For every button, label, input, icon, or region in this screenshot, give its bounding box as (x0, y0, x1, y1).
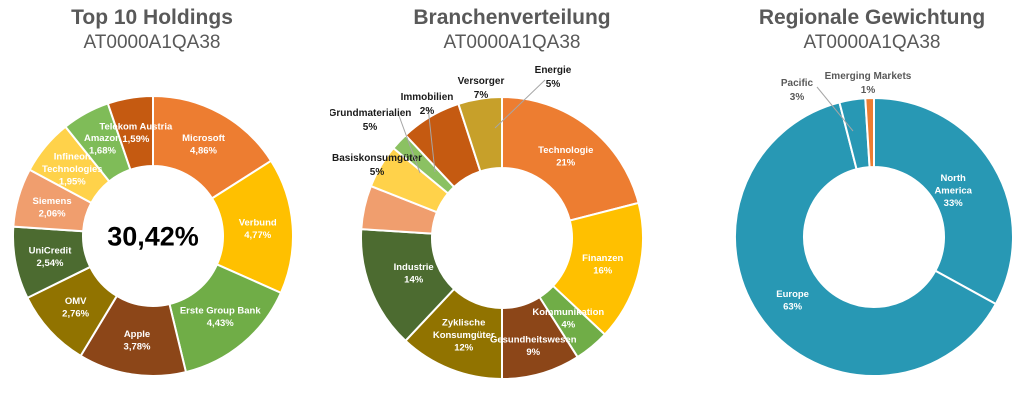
chart-title-regional: Regionale Gewichtung (758, 6, 986, 29)
slice-label-apple-line: 3,78% (124, 341, 151, 352)
slice-label-zyklische-konsumg-ter-line: Konsumgüter (433, 330, 495, 341)
chart-subtitle-top10: AT0000A1QA38 (83, 31, 221, 53)
slice-label-north-america-line: North (941, 173, 967, 184)
slice-label-infineon-technologies-line: Infineon (54, 152, 91, 163)
slice-label-microsoft-line: Microsoft (182, 133, 226, 144)
slice-label-gesundheitswesen-line: 9% (526, 347, 540, 358)
slice-label-technologie-line: Technologie (538, 145, 593, 156)
slice-label-amazon-line: 1,68% (89, 146, 116, 157)
slice-label-technologie-line: 21% (556, 157, 576, 168)
donut-segment-technologie (501, 96, 640, 222)
outside-label-immobilien-line: 2% (420, 106, 435, 117)
slice-label-north-america-line: 33% (944, 198, 964, 209)
outside-label-versorger-line: Versorger (458, 76, 505, 87)
slice-label-omv-line: 2,76% (62, 309, 89, 320)
slice-label-industrie-line: Industrie (394, 262, 434, 273)
donut-segment-north-america (873, 97, 1014, 305)
slice-label-erste-group-bank-line: Erste Group Bank (180, 306, 261, 317)
slice-label-industrie-line: 14% (404, 275, 424, 286)
slice-label-zyklische-konsumg-ter-line: 12% (454, 343, 474, 354)
slice-label-verbund-line: 4,77% (244, 230, 271, 241)
slice-label-microsoft-line: 4,86% (190, 146, 217, 157)
outside-label-pacific-line: 3% (790, 92, 805, 103)
slice-label-siemens-line: Siemens (33, 196, 72, 207)
chart-title-top10: Top 10 Holdings (71, 6, 233, 29)
leader-line-pacific (816, 86, 854, 132)
chart-subtitle-regional: AT0000A1QA38 (803, 31, 941, 53)
slice-label-kommunikation-line: Kommunikation (532, 307, 604, 318)
slice-label-finanzen-line: 16% (593, 265, 613, 276)
chart-subtitle-branchen: AT0000A1QA38 (443, 31, 581, 53)
slice-label-zyklische-konsumg-ter-line: Zyklische (442, 318, 485, 329)
leader-line-immobilien (427, 106, 436, 173)
donut-chart-top10-holdings: Microsoft 4,86% Verbund 4,77% Erste Group Ba… (12, 95, 294, 377)
outside-label-emerging-markets-line: Emerging Markets (825, 71, 912, 82)
outside-label-basiskonsumg-ter-line: 5% (370, 167, 385, 178)
chart-title-branchen: Branchenverteilung (413, 6, 611, 29)
outside-label-energie-line: Energie (535, 65, 572, 76)
slice-label-siemens-line: 2,06% (39, 209, 66, 220)
slice-label-europe-line: 63% (783, 302, 803, 313)
outside-label-grundmaterialien-line: Grundmaterialien (330, 108, 411, 119)
slice-label-unicredit-line: 2,54% (37, 258, 64, 269)
outside-label-energie-line: 5% (546, 79, 561, 90)
slice-label-infineon-technologies-line: 1,95% (59, 177, 86, 188)
outside-label-versorger-line: 7% (474, 90, 489, 101)
leader-line-grundmaterialien (397, 112, 421, 174)
chart-header-regional: Regionale Gewichtung AT0000A1QA38 (722, 5, 1022, 54)
slice-label-kommunikation-line: 4% (561, 320, 575, 331)
donut-center-total: 30,42% (107, 221, 199, 251)
slice-label-verbund-line: Verbund (239, 217, 277, 228)
outside-label-grundmaterialien-line: 5% (363, 122, 378, 133)
donut-segment-emerging-markets (864, 97, 875, 169)
outside-label-emerging-markets-line: 1% (861, 85, 876, 96)
slice-label-gesundheitswesen-line: Gesundheitswesen (490, 335, 577, 346)
slice-label-telekom-austria-line: 1,59% (122, 134, 149, 145)
outside-label-immobilien-line: Immobilien (401, 92, 454, 103)
outside-label-basiskonsumg-ter-line: Basiskonsumgüter (332, 153, 422, 164)
slice-label-amazon-line: Amazon (84, 133, 121, 144)
slice-label-telekom-austria-line: Telekom Austria (99, 121, 173, 132)
slice-label-north-america-line: America (934, 185, 972, 196)
slice-label-europe-line: Europe (776, 289, 809, 300)
donut-segment-telekom-austria (106, 95, 154, 171)
slice-label-finanzen-line: Finanzen (582, 253, 623, 264)
slice-label-unicredit-line: UniCredit (29, 245, 73, 256)
slice-label-omv-line: OMV (65, 296, 87, 307)
leader-line-energie (494, 79, 546, 129)
slice-label-infineon-technologies-line: Technologies (42, 164, 103, 175)
slice-label-apple-line: Apple (124, 329, 150, 340)
chart-header-branchen: Branchenverteilung AT0000A1QA38 (362, 5, 662, 54)
slice-label-erste-group-bank-line: 4,43% (207, 318, 234, 329)
chart-header-top10: Top 10 Holdings AT0000A1QA38 (2, 5, 302, 54)
donut-segment-europe (734, 101, 997, 377)
outside-label-pacific-line: Pacific (781, 78, 814, 89)
donut-segment-energie (457, 96, 503, 173)
